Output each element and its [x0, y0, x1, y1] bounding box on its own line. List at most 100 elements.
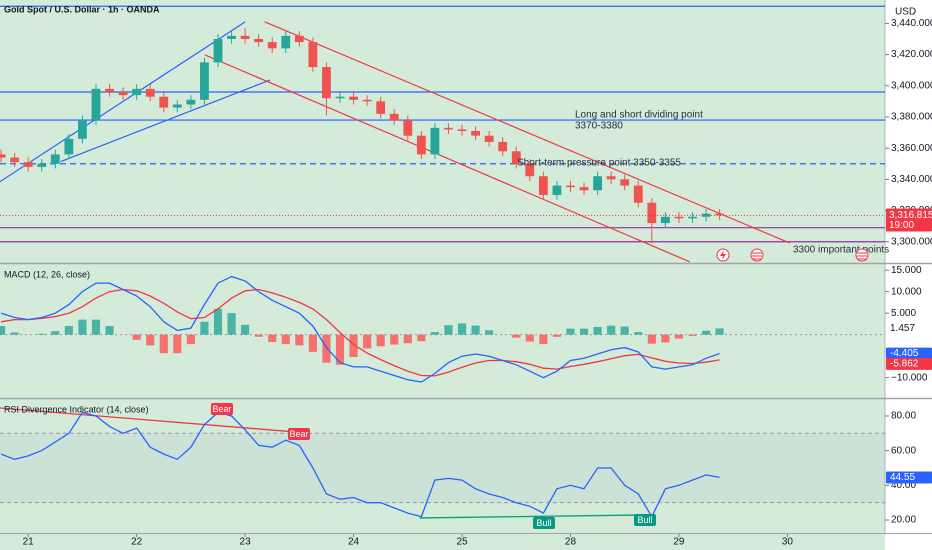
histogram-bar — [525, 334, 534, 342]
histogram-bar — [132, 334, 141, 340]
candle-body — [444, 127, 453, 130]
signal-label-box — [634, 514, 656, 526]
y-tick-label: 3,340.000 — [891, 174, 932, 185]
candle-body — [579, 187, 589, 191]
candle-body — [633, 185, 643, 203]
candle-body — [538, 176, 548, 195]
y-tick-label: 3,380.000 — [891, 112, 932, 123]
candle-body — [78, 120, 87, 139]
histogram-bar — [322, 334, 331, 363]
candle-body — [200, 62, 209, 100]
candle-body — [0, 154, 6, 158]
x-tick-label: 25 — [456, 537, 468, 548]
y-tick-label: 3,420.000 — [891, 49, 932, 60]
event-icon[interactable] — [855, 248, 869, 262]
countdown-label: 19:00 — [889, 220, 914, 231]
histogram-bar — [186, 334, 195, 345]
candle-body — [566, 185, 575, 188]
y-tick-label: 15.000 — [891, 265, 922, 276]
value-tag — [886, 471, 932, 484]
histogram-bar — [430, 332, 439, 335]
histogram-bar — [552, 334, 561, 337]
candle-body — [660, 216, 670, 224]
signal-label-box — [211, 403, 233, 415]
histogram-bar — [634, 332, 643, 335]
candle-body — [647, 202, 657, 224]
candle-body — [227, 35, 236, 39]
histogram-bar — [376, 334, 385, 347]
trend-line — [204, 54, 691, 263]
value-tag — [886, 357, 932, 370]
y-tick-label: 3,360.000 — [891, 143, 932, 154]
histogram-bar — [308, 334, 317, 352]
candle-body — [91, 88, 101, 121]
candle-body — [186, 99, 196, 105]
last-price-tag — [886, 208, 932, 232]
candle-body — [376, 101, 386, 114]
candle-body — [23, 162, 33, 167]
signal-label: Bear — [289, 429, 308, 439]
candle-body — [335, 96, 345, 99]
candle-body — [105, 88, 114, 93]
histogram-bar — [539, 334, 548, 345]
signal-label: Bull — [536, 518, 551, 528]
y-tick-label: 3,400.000 — [891, 80, 932, 91]
signal-label-box — [533, 517, 555, 529]
event-icon-glyph — [752, 252, 762, 260]
x-tick-label: 23 — [240, 537, 252, 548]
candle-body — [606, 176, 616, 180]
candle-body — [593, 176, 602, 191]
y-tick-label: 60.00 — [891, 445, 916, 456]
value-tag — [886, 347, 932, 360]
candle-body — [240, 35, 250, 39]
y-tick-label: 5.000 — [891, 308, 916, 319]
candle-body — [50, 154, 60, 164]
candle-body — [267, 42, 277, 49]
candle-body — [403, 120, 413, 136]
candle-body — [362, 99, 372, 102]
candle-body — [349, 96, 358, 100]
price-axis-background — [885, 0, 932, 550]
y-tick-label: 10.000 — [891, 286, 922, 297]
y-tick-label: 20.00 — [891, 515, 916, 526]
event-icon[interactable] — [750, 248, 764, 262]
candle-body — [620, 179, 630, 186]
x-tick-label: 30 — [782, 537, 794, 548]
rsi-band — [0, 433, 885, 503]
macd-line — [0, 275, 720, 383]
histogram-bar — [512, 334, 521, 338]
histogram-bar — [51, 331, 60, 335]
candle-body — [118, 92, 128, 96]
histogram-bar — [213, 308, 223, 335]
candle-body — [37, 163, 47, 167]
rsi-line — [0, 411, 720, 518]
candle-body — [552, 185, 562, 195]
y-tick-label: 3,440.000 — [891, 18, 932, 29]
histogram-bar — [593, 326, 602, 335]
value-tag-label: 44.55 — [890, 472, 915, 483]
symbol-title: Gold Spot / U.S. Dollar · 1h · OANDA — [4, 4, 160, 14]
last-price-label: 3,316.815 — [889, 210, 932, 221]
candle-body — [322, 67, 331, 99]
histogram-bar — [281, 334, 290, 345]
histogram-bar — [688, 334, 697, 336]
macd-title: MACD (12, 26, close) — [4, 269, 90, 279]
candle-body — [254, 38, 264, 43]
candle-body — [308, 42, 318, 68]
candle-body — [281, 35, 291, 49]
candle-body — [457, 129, 467, 131]
histogram-bar — [485, 330, 494, 335]
divergence-line — [0, 407, 296, 433]
annotation: Long and short dividing point — [575, 110, 703, 121]
signal-label: Bull — [637, 515, 652, 525]
candle-body — [389, 113, 399, 121]
trend-line — [60, 79, 271, 163]
histogram-bar — [200, 321, 209, 335]
currency: USD — [895, 7, 916, 18]
candle-body — [484, 135, 494, 142]
histogram-bar — [579, 328, 589, 335]
y-tick-label: −10.000 — [891, 372, 928, 383]
candle-body — [688, 216, 697, 219]
